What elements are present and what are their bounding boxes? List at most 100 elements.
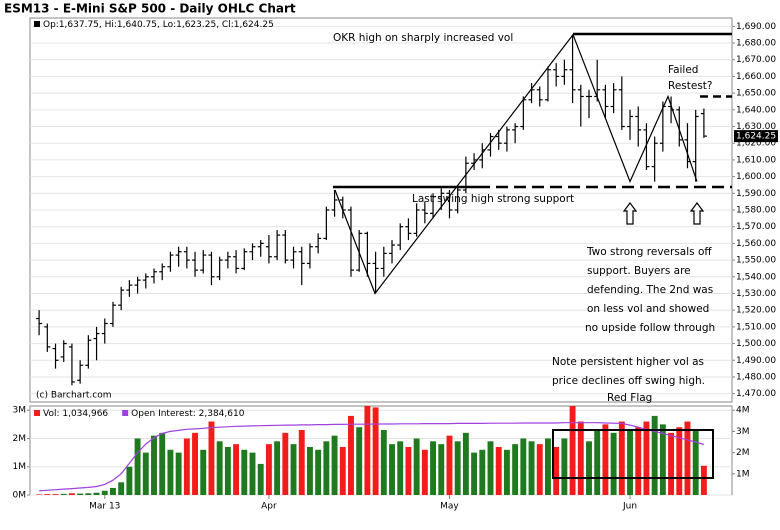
volume-bar	[175, 452, 182, 495]
source: (c) Barchart.com	[36, 391, 112, 401]
volume-bar	[594, 430, 601, 495]
y-tick-label: 1,510.00	[736, 322, 776, 332]
volume-bar	[676, 427, 683, 495]
y-tick-label: 1,470.00	[736, 389, 776, 399]
volume-bar	[684, 421, 691, 495]
y-tick-label: 1,580.00	[736, 206, 776, 216]
volume-bar	[495, 446, 502, 495]
arrow	[689, 202, 705, 225]
y-tick-label: 1,590.00	[736, 189, 776, 199]
chart-title: ESM13 - E-Mini S&P 500 - Daily OHLC Char…	[4, 2, 296, 16]
y-tick-label: 1,670.00	[736, 55, 776, 65]
x-tick-label: May	[440, 502, 459, 512]
annotation: Red Flag	[607, 392, 652, 404]
volume-bar	[487, 441, 494, 495]
volume-bar	[438, 444, 445, 495]
volume-bar	[110, 487, 116, 495]
volume-bar	[462, 432, 469, 495]
volume-bar	[298, 430, 305, 495]
volume-bar	[430, 441, 437, 495]
volume-bar	[479, 449, 486, 495]
volume-bar	[577, 421, 584, 495]
volume-bar	[520, 438, 527, 495]
y-tick-label: 1,530.00	[736, 289, 776, 299]
volume-bar	[692, 430, 699, 495]
foreground: 1,470.00 1,480.00 1,490.00 1,500.00 1,510.00…	[13, 22, 778, 512]
volume-bar	[331, 435, 338, 495]
volume-bar	[635, 427, 642, 495]
annotation: price declines off swing high.	[552, 375, 705, 387]
x-tick-label: Apr	[261, 502, 277, 512]
volume-bar	[52, 494, 59, 495]
y-tick-label: 1,690.00	[736, 22, 776, 32]
y2-tick-label: 4M	[736, 406, 750, 416]
volume-bar	[101, 490, 108, 495]
last-price-box	[734, 130, 778, 143]
volume-bar	[290, 444, 297, 495]
volume-bar	[274, 441, 281, 495]
annotation: Failed	[668, 64, 698, 76]
volume-bar	[602, 424, 609, 495]
y2-tick-label: 3M	[736, 427, 750, 437]
volume-bar	[586, 441, 592, 495]
volume-bar	[380, 430, 387, 495]
volume-bar	[339, 446, 346, 495]
volume-bar	[192, 432, 198, 495]
volume-bar	[142, 452, 149, 495]
volume-bar	[68, 493, 75, 495]
volume-bar	[208, 421, 215, 495]
volume-bar	[323, 441, 330, 495]
volume-bar	[306, 446, 313, 495]
volume-bar	[93, 492, 100, 495]
volume-bar	[233, 444, 240, 495]
volume-bar	[134, 438, 141, 495]
y-tick-label: 3M	[13, 406, 27, 416]
x-tick-label: Mar 13	[89, 502, 120, 512]
y2-tick-label: 2M	[736, 448, 750, 458]
y-tick-label: 1,570.00	[736, 222, 776, 232]
volume-bar	[167, 449, 174, 495]
volume-bar	[528, 441, 535, 495]
legend-label: Open Interest: 2,384,610	[131, 409, 245, 419]
volume-bar	[553, 446, 560, 495]
volume-bar	[454, 441, 461, 495]
grid	[30, 25, 732, 496]
annotation-lines	[333, 32, 732, 479]
volume-bar	[569, 406, 576, 495]
volume-bar	[446, 435, 453, 495]
annotation: Two strong reversals off	[586, 246, 712, 258]
volume-bar	[183, 438, 190, 495]
price-legend: Op:1,637.75, Hi:1,640.75, Lo:1,623.25, C…	[43, 20, 274, 30]
red-flag-box	[552, 429, 714, 479]
y-tick-label: 1,520.00	[736, 306, 776, 316]
volume-bar	[200, 449, 207, 495]
volume-bar	[159, 432, 166, 495]
legend-swatch	[34, 21, 40, 27]
volume-bar	[503, 449, 510, 495]
volume-bar	[36, 494, 43, 495]
annotation: OKR high on sharply increased vol	[333, 32, 513, 44]
volume-bar	[224, 446, 231, 495]
volume-bar	[700, 465, 707, 495]
volume-bar	[421, 449, 428, 495]
open-interest-line	[39, 422, 705, 492]
y-tick-label: 1,560.00	[736, 239, 776, 249]
legend-swatch	[34, 410, 40, 416]
legend-label: Vol: 1,034,966	[43, 409, 108, 419]
volume-bar	[364, 406, 371, 495]
volume-bar	[659, 424, 666, 495]
annotation: no upside follow through	[585, 322, 715, 334]
volume-bar	[216, 441, 223, 495]
volume-bar	[151, 435, 157, 495]
volume-bar	[536, 444, 543, 495]
volume-bar	[315, 449, 322, 495]
y-tick-label: 1,610.00	[736, 155, 776, 165]
y-tick-label: 2M	[13, 434, 27, 444]
y-tick-label: 1,680.00	[736, 39, 776, 49]
trend-lines	[334, 33, 698, 295]
annotation: defending. The 2nd was	[587, 284, 713, 296]
volume-bars	[36, 406, 707, 495]
volume-bar	[60, 493, 67, 495]
